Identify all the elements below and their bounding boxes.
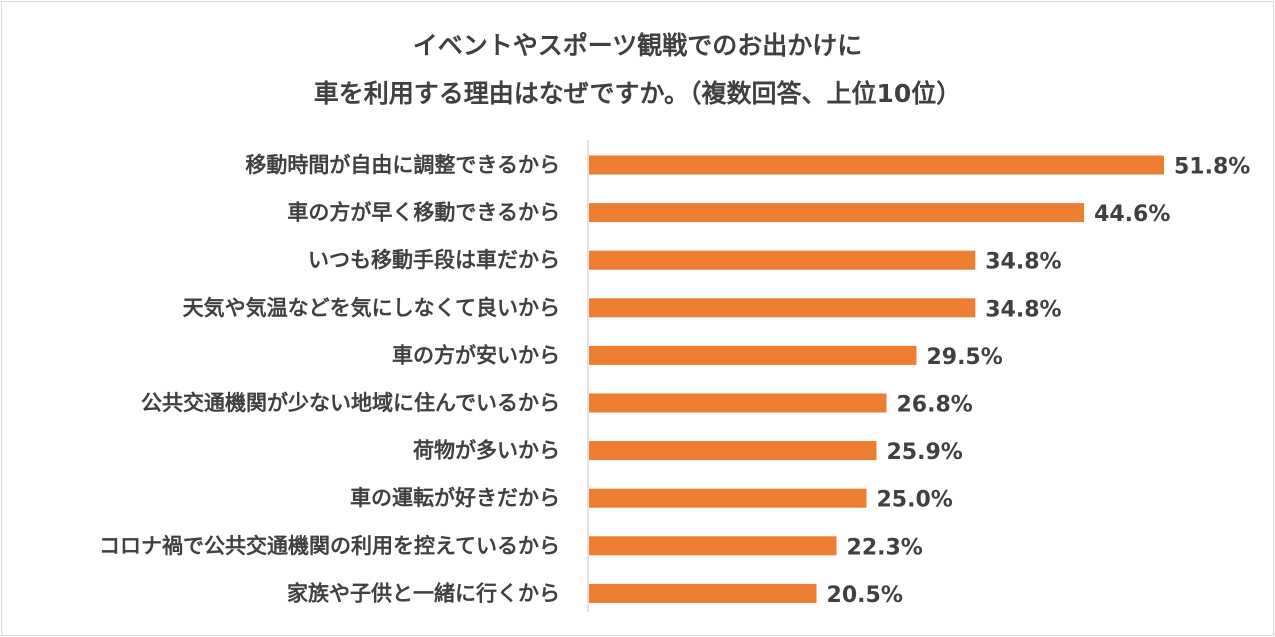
- bar: [589, 298, 976, 318]
- value-label: 34.8%: [985, 250, 1061, 275]
- value-label: 22.3%: [847, 535, 923, 560]
- value-label: 26.8%: [896, 393, 972, 418]
- category-label: 車の運転が好きだから: [350, 486, 560, 510]
- value-label: 25.0%: [877, 488, 953, 513]
- value-label: 25.9%: [887, 440, 963, 465]
- category-label: 公共交通機関が少ない地域に住んでいるから: [141, 391, 560, 415]
- category-label: 車の方が早く移動できるから: [287, 201, 560, 225]
- bar: [589, 583, 817, 603]
- value-label: 51.8%: [1174, 155, 1250, 180]
- category-label: 車の方が安いから: [392, 343, 560, 367]
- category-label: いつも移動手段は車だから: [308, 248, 560, 272]
- bar: [589, 203, 1085, 223]
- bar: [589, 155, 1164, 175]
- chart-title-line-2: 車を利用する理由はなぜですか。（複数回答、上位10位）: [313, 79, 962, 108]
- value-label: 20.5%: [827, 583, 903, 608]
- category-label: 家族や子供と一緒に行くから: [287, 581, 560, 605]
- bar: [589, 536, 837, 556]
- category-label: 荷物が多いから: [413, 439, 560, 463]
- chart-title: イベントやスポーツ観戦でのお出かけに 車を利用する理由はなぜですか。（複数回答、…: [0, 22, 1275, 118]
- bar: [589, 393, 887, 413]
- category-label: コロナ禍で公共交通機関の利用を控えているから: [99, 534, 560, 558]
- value-label: 44.6%: [1094, 202, 1170, 227]
- value-label: 34.8%: [985, 297, 1061, 322]
- bar: [589, 250, 976, 270]
- category-label: 移動時間が自由に調整できるから: [245, 153, 560, 177]
- bar: [589, 488, 867, 508]
- bar: [589, 345, 917, 365]
- bar: [589, 441, 877, 461]
- chart-title-line-1: イベントやスポーツ観戦でのお出かけに: [412, 31, 863, 60]
- value-label: 29.5%: [926, 345, 1002, 370]
- category-label: 天気や気温などを気にしなくて良いから: [183, 296, 560, 320]
